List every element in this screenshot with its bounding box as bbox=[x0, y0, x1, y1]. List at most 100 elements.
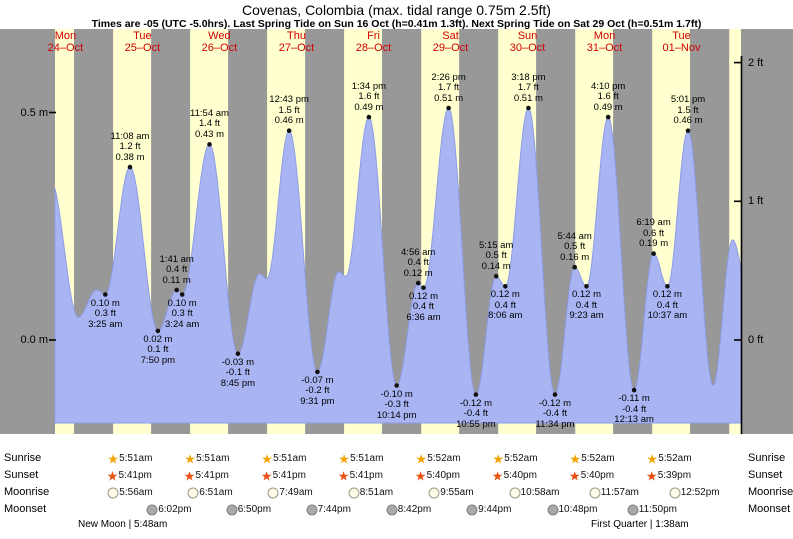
moonrise-time: 7:49am bbox=[279, 487, 313, 498]
tide-annotation-low: 0.12 m 0.4 ft 10:37 am bbox=[648, 290, 688, 322]
moonrise-time: 5:56am bbox=[119, 487, 153, 498]
annotation-line: 6:19 am bbox=[636, 217, 671, 229]
annotation-line: -0.3 ft bbox=[384, 399, 409, 410]
annotation-line: 4:56 am bbox=[401, 246, 436, 258]
sunrise-time: 5:52am bbox=[427, 453, 461, 464]
day-name: Sat bbox=[442, 30, 459, 42]
annotation-line: -0.03 m bbox=[221, 356, 254, 368]
annotation-line: -0.4 ft bbox=[542, 408, 568, 420]
annotation-line: 1:34 pm bbox=[351, 80, 387, 92]
annotation-line: 0.38 m bbox=[115, 151, 145, 163]
annotation-line: 2:26 pm bbox=[431, 71, 466, 83]
sunrise-time: 5:51am bbox=[273, 453, 307, 464]
annotation-line: 1.6 ft bbox=[597, 91, 619, 103]
annotation-line: 12:13 am bbox=[614, 414, 654, 426]
tide-extreme-dot bbox=[235, 351, 241, 357]
annotation-line: 0.4 ft bbox=[166, 264, 188, 275]
day-label: Thu 27–Oct bbox=[279, 30, 314, 54]
day-label: Fri 28–Oct bbox=[356, 30, 391, 54]
annotation-line: 0.4 ft bbox=[656, 299, 678, 311]
annotation-line: 0.12 m bbox=[571, 289, 602, 301]
row-label-right-moonrise: Moonrise bbox=[748, 486, 793, 498]
annotation-line: 0.19 m bbox=[639, 238, 669, 250]
y-axis-label-feet: 0 ft bbox=[748, 334, 764, 346]
sunset-time: 5:41pm bbox=[118, 470, 152, 481]
tide-extreme-dot bbox=[552, 392, 558, 397]
moon-phase-note: First Quarter | 1:38am bbox=[591, 519, 689, 530]
sunrise-star-icon: ★ bbox=[184, 451, 196, 467]
annotation-line: 0.02 m bbox=[143, 333, 173, 345]
annotation-line: 0.4 ft bbox=[575, 299, 598, 311]
moon-phase-note: New Moon | 5:48am bbox=[78, 519, 168, 530]
annotation-line: -0.12 m bbox=[459, 397, 492, 409]
annotation-line: 9:31 pm bbox=[300, 395, 335, 407]
moonset-time: 11:50pm bbox=[638, 504, 677, 515]
tide-annotation-high: 4:10 pm 1.6 ft 0.49 m bbox=[591, 81, 625, 114]
row-label-left-moonrise: Moonrise bbox=[4, 486, 50, 498]
moonrise-time: 11:57am bbox=[600, 487, 639, 498]
tide-extreme-dot bbox=[366, 114, 372, 120]
sunset-star-icon: ★ bbox=[260, 468, 273, 484]
y-axis-label-meters: 0.0 m bbox=[20, 334, 48, 346]
moonrise-time: 6:51am bbox=[199, 487, 233, 498]
sunset-star-icon: ★ bbox=[491, 468, 504, 484]
day-name: Fri bbox=[367, 30, 380, 42]
sunset-time: 5:41pm bbox=[349, 470, 383, 481]
tide-extreme-dot bbox=[127, 164, 133, 170]
tide-extreme-dot bbox=[207, 142, 212, 147]
day-date: 30–Oct bbox=[509, 42, 546, 54]
annotation-line: 1.4 ft bbox=[198, 118, 221, 130]
annotation-line: 8:06 am bbox=[488, 310, 523, 322]
annotation-line: 5:15 am bbox=[479, 239, 514, 251]
sunrise-time: 5:52am bbox=[581, 453, 615, 464]
moonrise-time: 12:52pm bbox=[680, 487, 720, 498]
y-axis-label-meters: 0.5 m bbox=[20, 106, 48, 119]
tide-annotation-low: -0.03 m -0.1 ft 8:45 pm bbox=[220, 356, 256, 390]
row-label-left-moonset: Moonset bbox=[4, 503, 47, 515]
tide-annotation-high: 1:34 pm 1.6 ft 0.49 m bbox=[351, 80, 387, 114]
sunset-time: 5:41pm bbox=[272, 470, 306, 481]
annotation-line: 0.12 m bbox=[403, 267, 433, 279]
tide-extreme-dot bbox=[605, 114, 611, 120]
moonrise-time: 8:51am bbox=[359, 487, 394, 498]
annotation-line: 0.14 m bbox=[481, 260, 511, 272]
sunrise-star-icon: ★ bbox=[415, 451, 428, 467]
tide-annotation-high: 12:43 pm 1.5 ft 0.46 m bbox=[269, 95, 309, 127]
row-label-right-sunrise: Sunrise bbox=[748, 452, 786, 464]
annotation-line: 1.7 ft bbox=[517, 82, 539, 93]
tide-extreme-dot bbox=[493, 274, 499, 279]
moonset-circle-icon bbox=[627, 504, 639, 516]
moonset-time: 6:02pm bbox=[158, 504, 192, 515]
tide-annotation-high: 6:19 am 0.6 ft 0.19 m bbox=[636, 218, 670, 250]
annotation-line: 1.6 ft bbox=[358, 91, 380, 103]
sunset-star-icon: ★ bbox=[414, 468, 427, 484]
sunrise-star-icon: ★ bbox=[338, 451, 350, 467]
sunrise-time: 5:51am bbox=[350, 453, 384, 464]
moonset-circle-icon bbox=[466, 504, 478, 516]
page-title: Covenas, Colombia (max. tidal range 0.75… bbox=[242, 2, 551, 18]
tide-annotation-low: -0.11 m -0.4 ft 12:13 am bbox=[614, 394, 654, 426]
tide-annotation-low: 0.12 m 0.4 ft 9:23 am bbox=[569, 290, 603, 322]
moonset-time: 6:50pm bbox=[237, 504, 272, 515]
sunset-time: 5:41pm bbox=[195, 470, 229, 481]
annotation-line: 8:45 pm bbox=[220, 377, 256, 389]
annotation-line: 10:55 pm bbox=[456, 418, 496, 430]
sunset-time: 5:40pm bbox=[503, 470, 537, 481]
tide-annotation-high: 5:44 am 0.5 ft 0.16 m bbox=[558, 231, 592, 264]
row-label-right-sunset: Sunset bbox=[748, 469, 783, 481]
annotation-line: 1.7 ft bbox=[438, 82, 460, 93]
day-date: 28–Oct bbox=[355, 42, 392, 54]
tide-annotation-low: 0.12 m 0.4 ft 8:06 am bbox=[488, 290, 522, 322]
annotation-line: 0.6 ft bbox=[643, 227, 665, 239]
tide-annotation-low: -0.12 m -0.4 ft 10:55 pm bbox=[456, 397, 496, 431]
tide-annotation-high: 1:41 am 0.4 ft 0.11 m bbox=[160, 254, 194, 287]
moonset-circle-icon bbox=[386, 504, 398, 516]
day-name: Sun bbox=[517, 30, 538, 42]
annotation-line: 0.12 m bbox=[408, 290, 439, 302]
annotation-line: 1.5 ft bbox=[677, 104, 699, 116]
moonset-time: 7:44pm bbox=[317, 504, 351, 515]
tide-extreme-dot bbox=[103, 292, 108, 297]
tide-extreme-dot bbox=[584, 284, 589, 289]
row-label-left-sunset: Sunset bbox=[4, 469, 39, 481]
